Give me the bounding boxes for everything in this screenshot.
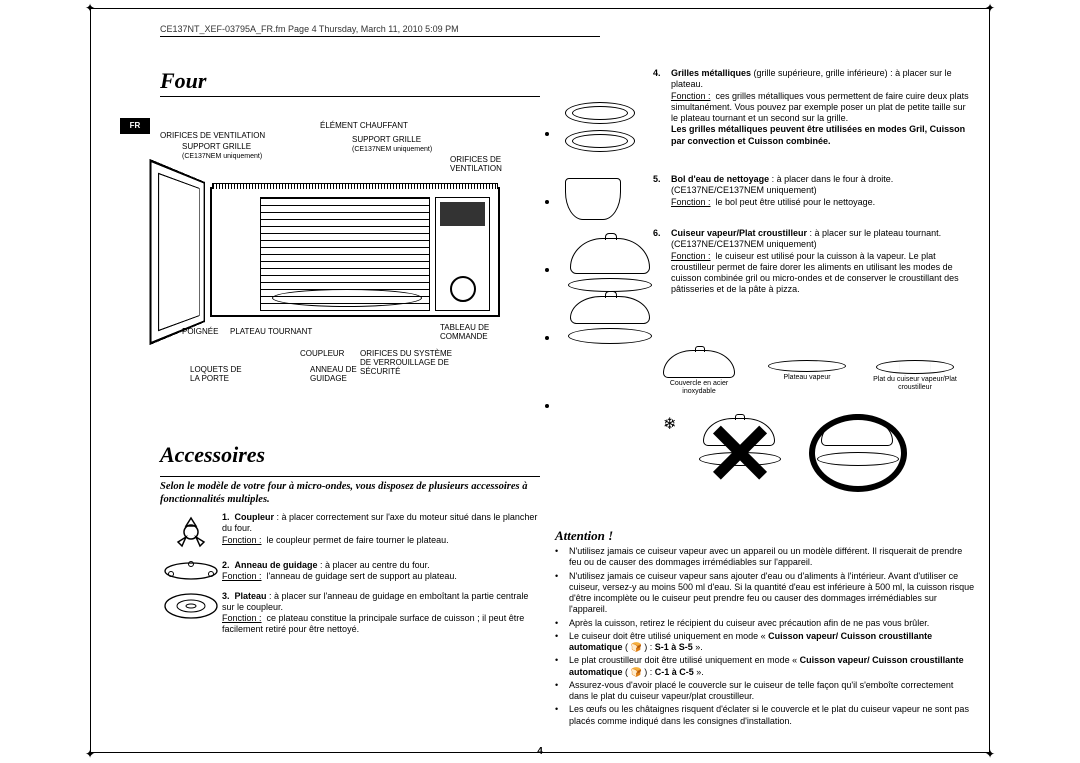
- label-support-grille: SUPPORT GRILLE (CE137NEM uniquement): [182, 143, 262, 161]
- column-divider: [545, 68, 549, 608]
- label-tableau: TABLEAU DECOMMANDE: [440, 324, 489, 342]
- bullet-text: Après la cuisson, retirez le récipient d…: [569, 618, 929, 629]
- label-anneau: ANNEAU DEGUIDAGE: [310, 366, 357, 384]
- bullet-text: Le cuiseur doit être utilisé uniquement …: [569, 631, 975, 654]
- accessory-row: 1. Coupleur : à placer correctement sur …: [160, 512, 540, 552]
- steam-tray-icon: [768, 360, 846, 372]
- caption: Couvercle en acier inoxydable: [655, 380, 743, 395]
- caption: Plateau vapeur: [763, 374, 851, 382]
- left-column: Four ORIFICES DE VENTILATION SUPPORT GRI…: [160, 68, 540, 644]
- right-figures: 4. Grilles métalliques (grille supérieur…: [555, 68, 975, 478]
- snowflake-icon: ❄: [663, 414, 676, 434]
- accessory-text: 1. Coupleur : à placer correctement sur …: [222, 512, 540, 552]
- bullet-text: N'utilisez jamais ce cuiseur vapeur avec…: [569, 546, 975, 569]
- header-file-line: CE137NT_XEF-03795A_FR.fm Page 4 Thursday…: [160, 24, 459, 34]
- incorrect-cell: ✕: [685, 418, 795, 498]
- caption: Plat du cuiseur vapeur/Plat croustilleur: [871, 376, 959, 391]
- label-orifices-vent: ORIFICES DE VENTILATION: [160, 132, 265, 141]
- right-column: 4. Grilles métalliques (grille supérieur…: [555, 68, 975, 729]
- correct-incorrect-row: ✕: [685, 418, 913, 498]
- label-support-grille-2: SUPPORT GRILLE (CE137NEM uniquement): [352, 136, 432, 154]
- wrong-x-icon: ✕: [685, 412, 795, 498]
- bullet-text: Assurez-vous d'avoir placé le couvercle …: [569, 680, 975, 703]
- label-orifices-sys: ORIFICES DU SYSTÈMEDE VERROUILLAGE DESÉC…: [360, 350, 452, 376]
- list-item: 5. Bol d'eau de nettoyage : à placer dan…: [653, 174, 973, 208]
- crop-mark: ✦: [984, 748, 996, 760]
- list-item: 6. Cuiseur vapeur/Plat croustilleur : à …: [653, 228, 973, 296]
- accessory-text: 2. Anneau de guidage : à placer au centr…: [222, 560, 540, 583]
- correct-o-icon: [809, 414, 907, 492]
- accessory-text: 3. Plateau : à placer sur l'anneau de gu…: [222, 591, 540, 636]
- crop-mark: ✦: [84, 748, 96, 760]
- bullet-text: N'utilisez jamais ce cuiseur vapeur sans…: [569, 571, 975, 616]
- page-number: 4: [537, 746, 543, 757]
- crop-mark: ✦: [84, 2, 96, 14]
- label-orifices-vent-2: ORIFICES DEVENTILATION: [450, 156, 502, 174]
- attention-list: •N'utilisez jamais ce cuiseur vapeur ave…: [555, 546, 975, 727]
- crop-mark: ✦: [984, 2, 996, 14]
- label-element-chauffant: ÉLÉMENT CHAUFFANT: [320, 122, 408, 131]
- label-plateau-tournant: PLATEAU TOURNANT: [230, 328, 312, 337]
- bowl-icon: [565, 178, 621, 220]
- ring-icon: [160, 560, 222, 583]
- oven-door-graphic: [149, 159, 205, 345]
- steel-lid-icon: [663, 350, 735, 378]
- label-coupleur: COUPLEUR: [300, 350, 344, 359]
- header-rule: [160, 36, 600, 37]
- bullet-text: Les œufs ou les châtaignes risquent d'éc…: [569, 704, 975, 727]
- label-loquets: LOQUETS DELA PORTE: [190, 366, 242, 384]
- coupler-icon: [160, 512, 222, 552]
- correct-cell: [803, 418, 913, 498]
- section-title-four: Four: [160, 68, 540, 97]
- accessory-row: 2. Anneau de guidage : à placer au centr…: [160, 560, 540, 583]
- grilles-icon: [565, 102, 635, 158]
- bullet-text: Le plat croustilleur doit être utilisé u…: [569, 655, 975, 678]
- section-title-accessoires: Accessoires: [160, 442, 540, 470]
- language-tab: FR: [120, 118, 150, 134]
- parts-row: Couvercle en acier inoxydable Plateau va…: [655, 350, 959, 395]
- oven-diagram: ORIFICES DE VENTILATION SUPPORT GRILLE (…: [160, 132, 540, 442]
- list-item: 4. Grilles métalliques (grille supérieur…: [653, 68, 973, 147]
- label-poignee: POIGNÉE: [182, 328, 218, 337]
- crisp-plate-icon: [876, 360, 954, 374]
- oven-body-graphic: [210, 187, 500, 317]
- section-title-row: Accessoires: [160, 442, 540, 477]
- accessory-row: 3. Plateau : à placer sur l'anneau de gu…: [160, 591, 540, 636]
- attention-heading: Attention !: [555, 528, 975, 544]
- plate-icon: [160, 591, 222, 636]
- steamer-icon: [565, 238, 655, 348]
- accessoires-intro: Selon le modèle de votre four à micro-on…: [160, 481, 540, 506]
